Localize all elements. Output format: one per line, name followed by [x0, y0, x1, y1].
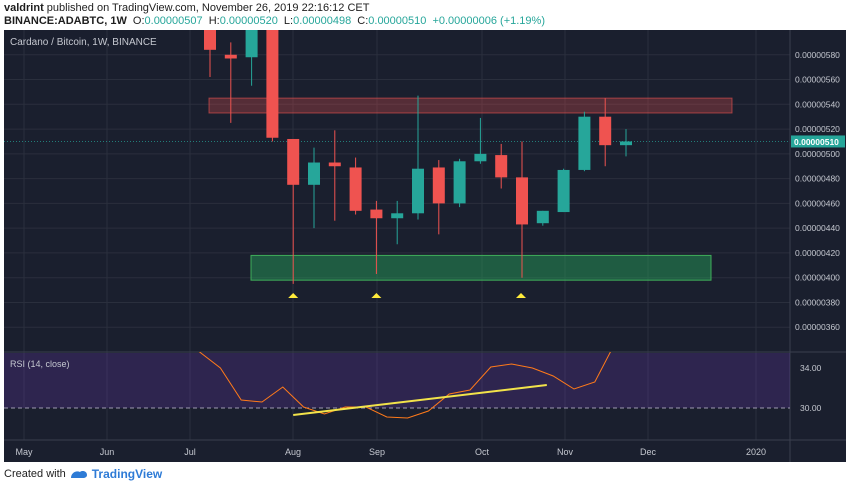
last-price-label: 0.00000510: [794, 137, 839, 147]
candle-body: [578, 116, 591, 170]
chart-container[interactable]: Cardano / Bitcoin, 1W, BINANCE 0.00000360…: [4, 23, 846, 462]
time-tick-label: May: [15, 447, 33, 457]
price-tick-label: 0.00000500: [795, 149, 840, 159]
candle-body: [412, 168, 424, 214]
rsi-tick-label: 34.00: [800, 363, 822, 373]
price-tick-label: 0.00000420: [795, 248, 840, 258]
time-tick-label: Oct: [475, 447, 490, 457]
price-tick-label: 0.00000580: [795, 50, 840, 60]
footer: Created with TradingView: [4, 466, 162, 482]
low-value: 0.00000498: [293, 15, 352, 27]
candle-body: [474, 153, 487, 162]
price-tick-label: 0.00000540: [795, 99, 840, 109]
open-key: O:: [132, 15, 145, 27]
published-text: published on TradingView.com, November 2…: [46, 2, 370, 14]
support-zone: [250, 254, 712, 281]
candle-body: [557, 169, 570, 213]
candle-body: [287, 138, 300, 185]
low-marker: [516, 293, 526, 298]
time-tick-label: Sep: [369, 447, 385, 457]
candle-body: [432, 167, 445, 204]
candle-body: [370, 209, 383, 219]
candle-body: [308, 162, 320, 185]
time-tick-label: 2020: [746, 447, 766, 457]
candle-body: [516, 177, 528, 225]
price-chart[interactable]: Cardano / Bitcoin, 1W, BINANCE 0.00000360…: [4, 23, 846, 462]
candle-body: [620, 141, 632, 146]
candle-body: [391, 213, 404, 219]
chart-title: Cardano / Bitcoin, 1W, BINANCE: [10, 37, 157, 48]
close-key: C:: [357, 15, 369, 27]
high-value: 0.00000520: [219, 15, 278, 27]
price-tick-label: 0.00000560: [795, 75, 840, 85]
close-value: 0.00000510: [368, 15, 427, 27]
low-key: L:: [283, 15, 294, 27]
low-marker: [371, 293, 382, 298]
publication-info: valdrint published on TradingView.com, N…: [4, 2, 369, 14]
candle-body: [536, 210, 549, 224]
open-value: 0.00000507: [144, 15, 203, 27]
time-tick-label: Jun: [100, 447, 115, 457]
high-key: H:: [208, 15, 220, 27]
price-tick-label: 0.00000400: [795, 273, 840, 283]
rsi-trendline: [293, 384, 547, 416]
chart-background: [4, 30, 846, 462]
price-tick-label: 0.00000480: [795, 174, 840, 184]
tradingview-logo-icon: [70, 471, 87, 478]
resistance-zone: [208, 97, 733, 114]
price-tick-label: 0.00000460: [795, 198, 840, 208]
ohlc-bar: BINANCE:ADABTC, 1W O:0.00000507 H:0.0000…: [4, 15, 545, 27]
candle-body: [495, 155, 508, 178]
rsi-tick-label: 30.00: [800, 403, 822, 413]
time-tick-label: Nov: [557, 447, 574, 457]
author-name[interactable]: valdrint: [4, 2, 44, 14]
candle-body: [349, 167, 362, 211]
candle-body: [453, 161, 466, 204]
last-price-badge: [791, 135, 845, 148]
rsi-line: [198, 352, 611, 419]
price-tick-label: 0.00000440: [795, 223, 840, 233]
price-tick-label: 0.00000520: [795, 124, 840, 134]
symbol-label: BINANCE:ADABTC, 1W: [4, 15, 127, 27]
change-value: +0.00000006 (+1.19%): [432, 15, 545, 27]
rsi-label: RSI (14, close): [10, 359, 70, 369]
time-tick-label: Aug: [285, 447, 301, 457]
time-tick-label: Jul: [184, 447, 196, 457]
low-marker: [288, 293, 299, 298]
tradingview-brand[interactable]: TradingView: [91, 467, 163, 481]
candle-body: [245, 30, 258, 58]
created-with-text: Created with: [4, 468, 66, 480]
rsi-band: [4, 353, 790, 408]
candle-body: [224, 54, 237, 59]
price-tick-label: 0.00000360: [795, 322, 840, 332]
candle-body: [599, 116, 612, 146]
candle-body: [266, 30, 279, 138]
price-axis-bg: [790, 30, 846, 462]
candle-body: [204, 30, 216, 50]
publication-header: valdrint published on TradingView.com, N…: [0, 0, 850, 30]
time-tick-label: Dec: [640, 447, 657, 457]
candle-body: [328, 162, 341, 167]
price-tick-label: 0.00000380: [795, 297, 840, 307]
